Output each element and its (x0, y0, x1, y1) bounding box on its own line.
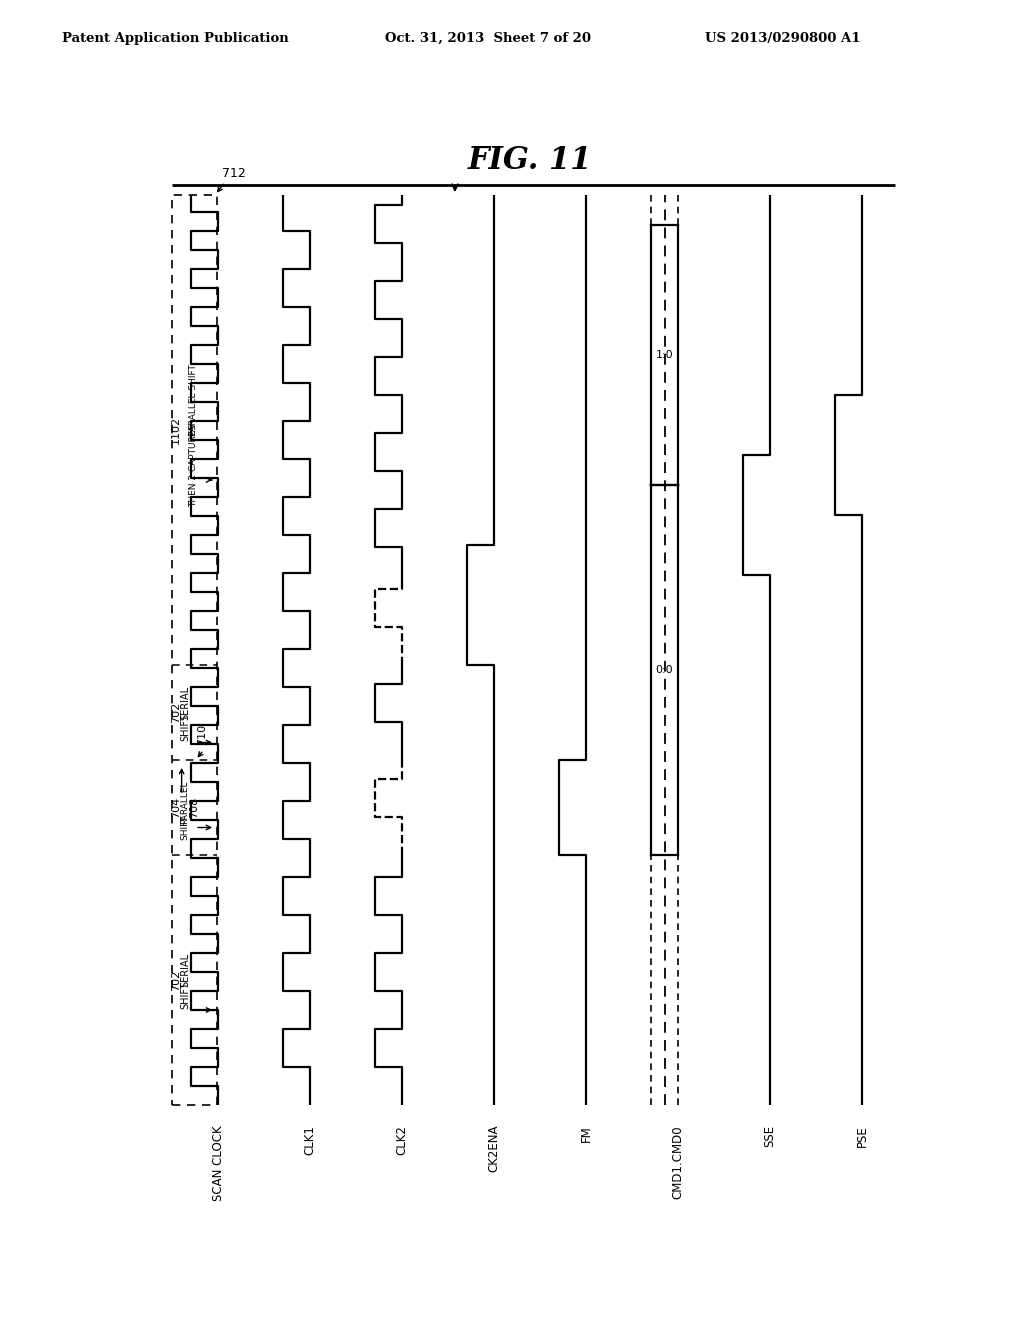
Text: 712: 712 (222, 168, 246, 180)
Text: CK2ENA: CK2ENA (487, 1125, 501, 1172)
Text: SHIFT: SHIFT (180, 814, 189, 841)
Text: CLK2: CLK2 (395, 1125, 409, 1155)
Text: FIG. 11: FIG. 11 (468, 145, 592, 176)
Text: US 2013/0290800 A1: US 2013/0290800 A1 (705, 32, 860, 45)
Text: FM: FM (580, 1125, 593, 1142)
Text: Oct. 31, 2013  Sheet 7 of 20: Oct. 31, 2013 Sheet 7 of 20 (385, 32, 591, 45)
Text: SCAN CLOCK: SCAN CLOCK (212, 1125, 224, 1201)
Text: 710: 710 (197, 723, 207, 744)
Text: 702: 702 (171, 702, 181, 723)
Text: 1102: 1102 (171, 416, 181, 444)
Text: SHIFT: SHIFT (180, 714, 190, 742)
Text: 704: 704 (171, 797, 181, 818)
Text: SSE: SSE (764, 1125, 776, 1147)
Text: SERIAL: SERIAL (180, 685, 190, 719)
Text: 702: 702 (171, 969, 181, 990)
Text: CMD1.CMD0: CMD1.CMD0 (672, 1125, 684, 1199)
Text: PARALLEL: PARALLEL (180, 780, 189, 824)
Text: SERIAL: SERIAL (180, 953, 190, 987)
Text: 708: 708 (188, 797, 199, 818)
Text: THEN 2 CAPTURES: THEN 2 CAPTURES (189, 424, 198, 507)
Text: SHIFT: SHIFT (180, 981, 190, 1008)
Text: 0:0: 0:0 (655, 665, 674, 675)
Text: PARALLEL SHIFT: PARALLEL SHIFT (189, 364, 198, 436)
Text: PSE: PSE (855, 1125, 868, 1147)
Text: Patent Application Publication: Patent Application Publication (62, 32, 289, 45)
Text: 1:0: 1:0 (655, 350, 674, 360)
Text: CLK1: CLK1 (303, 1125, 316, 1155)
